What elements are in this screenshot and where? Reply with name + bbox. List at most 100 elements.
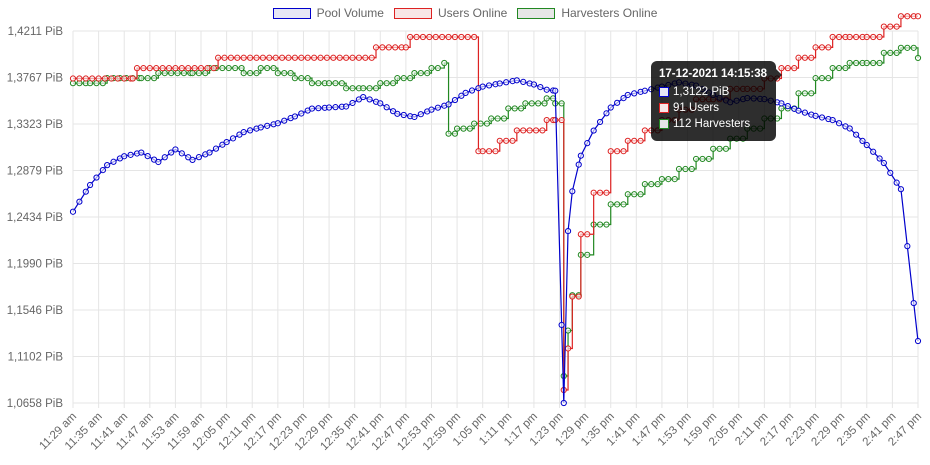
data-point-pool-volume [366,96,373,103]
data-point-users-online [355,54,363,61]
data-point-harvesters-online [257,64,264,72]
data-point-pool-volume [596,118,604,126]
data-point-users-online [272,54,279,61]
data-point-users-online [402,44,409,51]
tooltip-value-users-online: 91 Users [673,102,720,114]
data-point-harvesters-online [778,105,785,112]
data-point-pool-volume [138,149,145,156]
data-point-pool-volume [893,179,900,186]
data-point-harvesters-online [904,44,911,51]
data-point-harvesters-online [564,327,572,334]
data-point-harvesters-online [699,155,706,163]
data-point-harvesters-online [648,181,655,188]
data-point-pool-volume [185,154,192,161]
data-point-users-online [825,44,832,51]
data-point-users-online [584,231,591,238]
data-point-harvesters-online [688,165,695,173]
data-point-pool-volume [121,153,128,160]
data-point-users-online [552,116,559,124]
data-point-harvesters-online [219,64,226,72]
data-point-users-online [210,65,217,72]
data-point-harvesters-online [535,100,542,107]
legend-item-users-online[interactable]: Users Online [393,6,507,20]
y-tick-label: 1,2434 PiB [7,212,64,224]
data-point-users-online [439,33,446,41]
data-point-users-online [863,33,870,41]
data-point-users-online [853,33,860,41]
data-point-harvesters-online [818,75,826,82]
data-point-harvesters-online [417,69,424,77]
data-point-users-online [876,33,883,41]
data-point-harvesters-online [453,125,461,132]
data-point-users-online [897,13,905,20]
data-point-users-online [532,127,540,134]
data-point-pool-volume [161,154,168,161]
tooltip-swatch-harvesters-online [659,119,669,129]
data-point-pool-volume [496,80,503,87]
data-point-users-online [641,127,648,134]
data-point-users-online [451,33,459,41]
data-point-pool-volume [172,146,179,153]
data-point-users-online [234,54,241,61]
data-point-harvesters-online [445,130,452,137]
data-point-harvesters-online [366,85,373,92]
data-point-harvesters-online [528,100,535,107]
data-point-harvesters-online [710,145,717,152]
data-point-users-online [197,65,205,72]
data-point-harvesters-online [870,59,877,67]
data-point-pool-volume [240,129,247,136]
data-point-users-online [887,23,894,30]
data-point-pool-volume [603,110,610,117]
data-point-users-online [603,189,610,196]
legend-item-harvesters-online[interactable]: Harvesters Online [517,6,657,20]
data-point-harvesters-online [494,115,501,122]
data-point-pool-volume [417,111,424,118]
data-point-harvesters-online [887,49,894,57]
data-point-users-online [590,189,597,196]
data-point-harvesters-online [505,105,512,112]
series-line-pool-volume [72,79,919,404]
data-point-harvesters-online [654,181,661,188]
tooltip-title: 17-12-2021 14:15:38 [659,68,768,80]
data-point-pool-volume [835,120,843,127]
data-point-users-online [392,44,399,51]
data-point-pool-volume [897,186,905,193]
data-point-harvesters-online [202,69,209,77]
data-point-pool-volume [859,137,866,144]
legend-label-pool-volume: Pool Volume [316,6,384,20]
data-point-harvesters-online [863,59,870,67]
data-point-users-online [509,137,516,144]
data-point-pool-volume [69,208,77,215]
data-point-harvesters-online [343,85,350,92]
data-point-harvesters-online [411,69,418,77]
data-point-harvesters-online [138,75,145,82]
data-point-users-online [317,54,324,61]
data-point-pool-volume [400,111,407,119]
data-point-harvesters-online [541,100,548,107]
data-point-harvesters-online [880,49,887,57]
data-point-users-online [835,33,843,41]
data-point-users-online [577,231,584,238]
data-point-users-online [801,54,809,61]
data-point-pool-volume [846,125,853,132]
data-point-pool-volume [274,120,281,127]
data-point-pool-volume [325,104,333,111]
data-point-pool-volume [784,102,791,110]
data-point-harvesters-online [518,105,525,112]
data-point-pool-volume [479,83,486,90]
data-point-harvesters-online [825,75,832,82]
data-point-pool-volume [212,145,220,152]
data-point-pool-volume [343,103,350,110]
chart-tooltip: 17-12-2021 14:15:38 1,3122 PiB 91 Users … [651,61,782,141]
data-point-users-online [291,54,299,61]
data-point-harvesters-online [264,64,271,72]
chart-legend: Pool Volume Users Online Harvesters Onli… [0,6,930,20]
data-point-users-online [385,44,392,51]
data-point-harvesters-online [360,85,367,92]
legend-item-pool-volume[interactable]: Pool Volume [272,6,384,20]
data-point-pool-volume [247,127,254,134]
data-point-users-online [569,293,576,300]
data-point-users-online [624,137,631,144]
data-point-pool-volume [584,140,591,147]
